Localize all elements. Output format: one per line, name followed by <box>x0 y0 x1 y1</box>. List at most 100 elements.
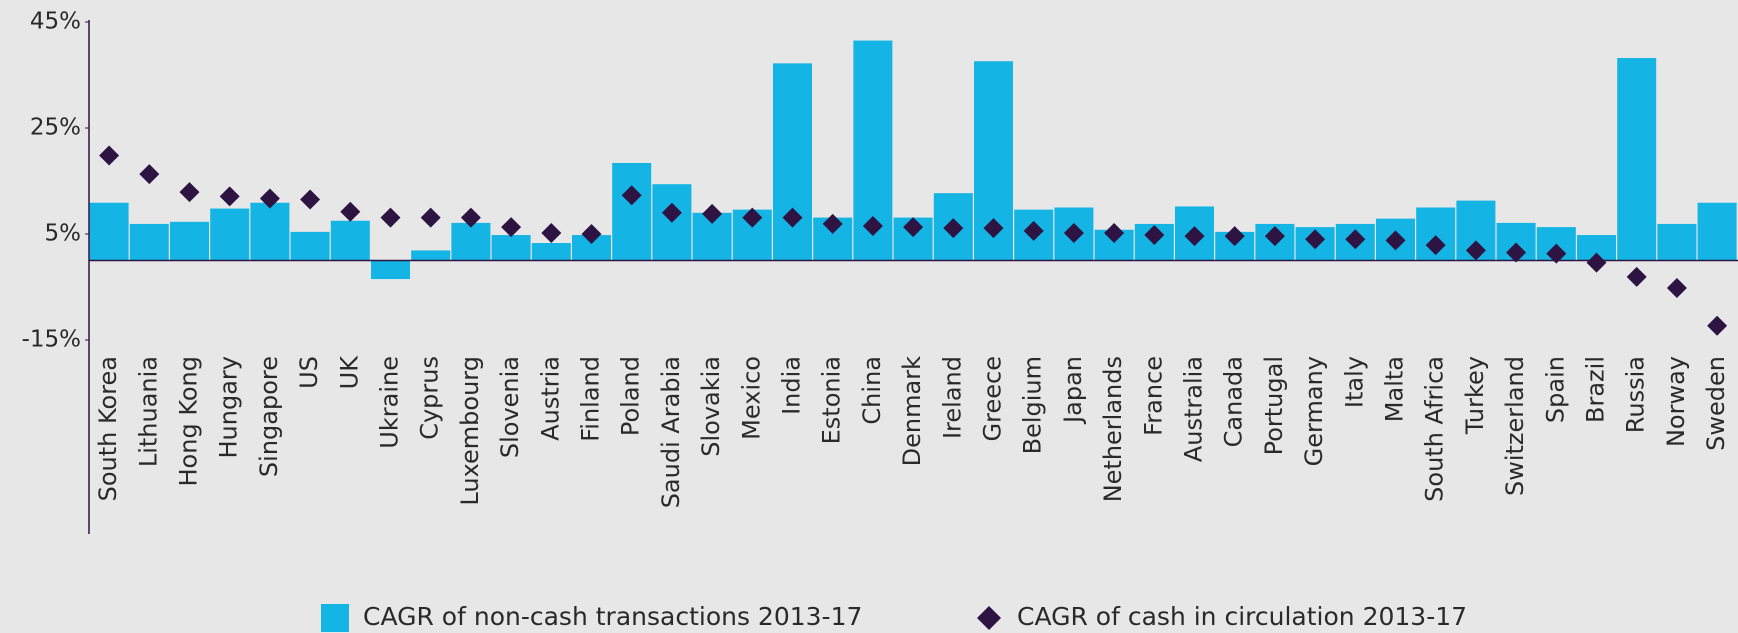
bar <box>1617 58 1657 261</box>
bar <box>250 202 290 261</box>
diamond-marker <box>259 188 280 209</box>
diamond-marker <box>139 164 160 185</box>
x-tick-label: Canada <box>1220 356 1248 447</box>
diamond-marker <box>822 213 843 234</box>
diamond-marker <box>782 207 803 228</box>
y-tick-label: 5% <box>45 221 82 247</box>
diamond-marker <box>1144 225 1165 246</box>
x-tick-label: Greece <box>979 356 1007 441</box>
x-tick-label: Hungary <box>215 356 243 458</box>
bar <box>129 223 169 261</box>
y-tick-label: -15% <box>22 327 81 353</box>
diamond-marker <box>219 186 240 207</box>
diamond-marker <box>903 217 924 238</box>
diamond-marker <box>1586 252 1607 273</box>
y-tick-label: 45% <box>30 9 81 35</box>
x-tick-label: Norway <box>1662 356 1690 447</box>
bar <box>1657 223 1697 261</box>
diamond-marker <box>1465 240 1486 261</box>
legend-label: CAGR of non-cash transactions 2013-17 <box>363 602 862 631</box>
x-tick-label: China <box>858 356 886 425</box>
legend-swatch <box>977 606 1001 630</box>
diamond-marker <box>1626 266 1647 287</box>
x-tick-label: Belgium <box>1019 356 1047 454</box>
diamond-marker <box>179 182 200 203</box>
diamond-marker <box>1305 229 1326 250</box>
diamond-marker <box>1184 226 1205 247</box>
x-tick-label: Switzerland <box>1501 356 1529 496</box>
diamond-marker <box>581 224 602 244</box>
bar <box>411 250 451 261</box>
diamond-marker <box>621 185 642 206</box>
diamond-marker <box>1023 220 1044 241</box>
x-tick-label: UK <box>335 355 363 390</box>
x-tick-label: Estonia <box>818 356 846 444</box>
diamond-marker <box>742 207 763 228</box>
x-tick-label: Spain <box>1541 356 1569 423</box>
x-tick-label: Hong Kong <box>175 356 203 486</box>
x-tick-label: Japan <box>1059 356 1087 425</box>
legend-swatch <box>321 604 349 632</box>
x-tick-label: US <box>295 356 323 389</box>
x-tick-label: Ukraine <box>376 356 404 449</box>
diamond-marker <box>1506 242 1527 263</box>
bar <box>290 231 330 261</box>
x-tick-label: Sweden <box>1702 356 1730 451</box>
x-tick-label: Brazil <box>1582 356 1610 423</box>
bar <box>1697 202 1737 261</box>
x-tick-label: Slovenia <box>496 356 524 458</box>
y-tick-label: 25% <box>30 115 81 141</box>
x-tick-label: Malta <box>1381 356 1409 422</box>
x-tick-label: Luxembourg <box>456 356 484 506</box>
legend-label: CAGR of cash in circulation 2013-17 <box>1017 602 1467 631</box>
diamond-marker <box>1264 226 1285 247</box>
x-tick-label: South Africa <box>1421 356 1449 502</box>
diamond-marker <box>300 189 321 210</box>
x-tick-label: France <box>1139 356 1167 436</box>
diamond-marker <box>983 218 1004 239</box>
diamond-marker <box>1707 315 1728 336</box>
x-tick-label: Turkey <box>1461 356 1489 435</box>
bar <box>612 162 652 261</box>
diamond-marker <box>541 222 562 243</box>
x-tick-label: Cyprus <box>416 356 444 440</box>
x-tick-label: Netherlands <box>1099 356 1127 502</box>
diamond-marker <box>1546 243 1567 264</box>
diamond-marker <box>340 201 361 222</box>
diamond-marker <box>420 207 441 228</box>
diamond-marker <box>1104 222 1125 243</box>
bar <box>210 208 250 261</box>
x-tick-label: Austria <box>536 356 564 441</box>
x-tick-label: Denmark <box>898 356 926 466</box>
diamond-marker <box>1345 229 1366 250</box>
x-tick-label: Saudi Arabia <box>657 356 685 508</box>
x-tick-label: Mexico <box>737 356 765 440</box>
x-tick-label: South Korea <box>94 356 122 501</box>
x-tick-label: Australia <box>1180 356 1208 462</box>
x-tick-label: India <box>778 356 806 415</box>
diamond-marker <box>862 216 883 237</box>
bar <box>89 202 129 261</box>
x-tick-label: Slovakia <box>697 356 725 457</box>
bar <box>531 243 571 261</box>
diamond-marker <box>380 207 401 228</box>
diamond-marker <box>1666 278 1687 299</box>
x-tick-label: Portugal <box>1260 356 1288 455</box>
bar <box>170 221 209 261</box>
bar <box>451 222 491 261</box>
x-tick-label: Lithuania <box>134 356 162 467</box>
x-tick-label: Finland <box>577 356 605 442</box>
x-tick-label: Poland <box>617 356 645 436</box>
diamond-marker <box>1063 222 1084 243</box>
diamond-marker <box>1385 230 1406 251</box>
bar <box>330 220 370 261</box>
diamond-marker <box>661 202 682 223</box>
x-tick-label: Singapore <box>255 356 283 477</box>
bar <box>371 260 410 280</box>
diamond-marker <box>943 218 964 239</box>
diamond-marker <box>702 203 723 224</box>
bar <box>773 63 812 261</box>
diamond-marker <box>501 217 522 238</box>
diamond-marker <box>1425 235 1446 256</box>
